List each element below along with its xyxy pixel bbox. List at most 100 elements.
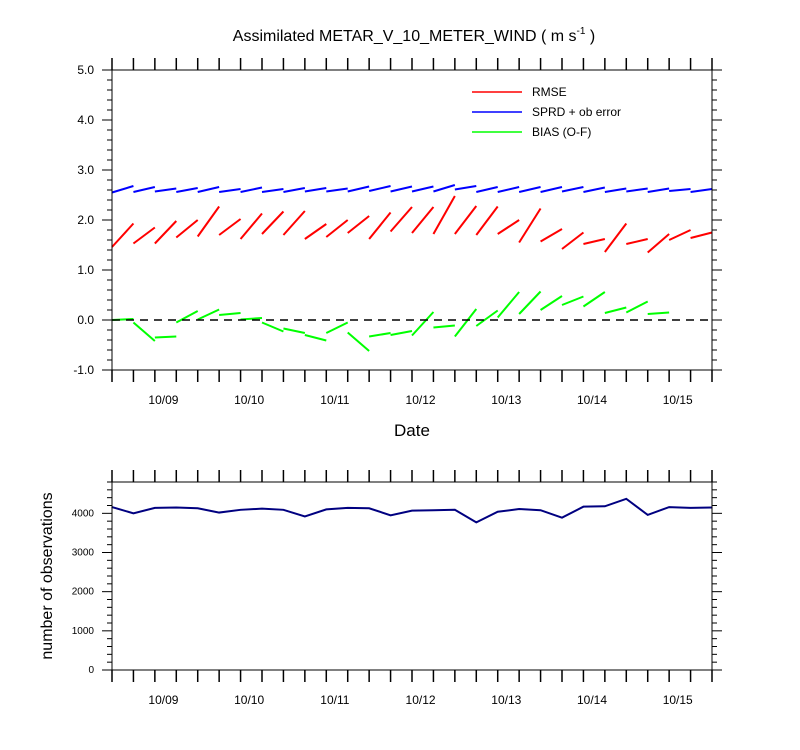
observation-count-point (625, 498, 627, 500)
series-2-segment-8 (283, 327, 306, 334)
series-0-segment-19 (518, 207, 542, 244)
observation-count-point (604, 505, 606, 507)
series-2-segment-5 (219, 312, 241, 316)
x-tick-label: 10/09 (148, 693, 178, 707)
series-0-segment-12 (368, 211, 392, 240)
series-1-segment-21 (561, 186, 584, 193)
series-1-segment-16 (454, 185, 477, 191)
series-0-segment-4 (196, 205, 220, 238)
top-x-tick-labels: 10/09 10/10 10/11 10/12 10/13 10/14 10/15 (148, 393, 693, 407)
x-tick-label: 10/09 (148, 393, 178, 407)
series-1-segment-14 (411, 185, 434, 193)
y-tick-label: 2000 (72, 587, 95, 598)
observation-count-point (582, 506, 585, 508)
series-2-segment-9 (304, 334, 327, 342)
observation-count-line (111, 497, 713, 524)
bottom-x-tick-labels: 10/09 10/10 10/11 10/12 10/13 10/14 10/15 (148, 693, 693, 707)
series-1-segment-22 (583, 186, 606, 193)
series-0-segment-15 (432, 195, 456, 235)
x-tick-label: 10/11 (320, 693, 349, 707)
x-tick-label: 10/13 (491, 393, 521, 407)
series-2-segment-18 (496, 291, 520, 319)
series-2-segment-3 (175, 310, 199, 324)
series-1-segment-23 (604, 187, 627, 193)
x-tick-label: 10/14 (577, 693, 607, 707)
x-tick-label: 10/15 (663, 693, 693, 707)
series-1-segment-27 (690, 188, 713, 193)
series-2-segment-14 (411, 311, 435, 337)
series-0-segment-20 (540, 228, 563, 243)
series-0-segment-5 (218, 218, 242, 236)
series-2-segment-22 (582, 291, 606, 308)
observation-count-point (689, 507, 692, 509)
top-y-tick-labels: -1.0 0.0 1.0 2.0 3.0 4.0 5.0 (73, 63, 94, 377)
series-1-segment-9 (304, 187, 327, 193)
series-0-segment-13 (389, 206, 413, 233)
series-1-segment-26 (669, 188, 691, 192)
series-2-segment-10 (325, 321, 349, 334)
x-tick-label: 10/13 (491, 693, 521, 707)
series-1-segment-24 (626, 187, 648, 193)
y-tick-label: 4000 (72, 508, 95, 519)
series-0-segment-27 (690, 231, 713, 239)
bottom-y-tick-labels: 0 1000 2000 3000 4000 (72, 508, 95, 676)
series-0-segment-11 (347, 215, 370, 234)
series-0-segment-7 (261, 210, 285, 235)
bottom-axis-ticks (102, 470, 722, 682)
legend: RMSE SPRD + ob error BIAS (O-F) (472, 85, 621, 139)
x-tick-label: 10/14 (577, 393, 607, 407)
series-1-segment-7 (261, 188, 284, 193)
series-0-segment-10 (325, 219, 349, 238)
y-tick-label: 5.0 (77, 63, 94, 77)
observation-count-point (347, 507, 349, 509)
x-tick-label: 10/10 (234, 393, 264, 407)
y-axis-label: number of observations (39, 492, 56, 659)
observation-count-point (389, 514, 392, 516)
series-1-segment-17 (476, 186, 498, 193)
series-2-segment-7 (261, 321, 284, 333)
top-axis-ticks (102, 58, 722, 382)
series-2-segment-15 (433, 324, 455, 329)
observation-count-point (154, 507, 156, 509)
series-2-segment-25 (647, 311, 670, 315)
series-0-segment-23 (604, 222, 628, 253)
series-0-segment-6 (239, 212, 263, 240)
x-tick-label: 10/15 (663, 393, 693, 407)
y-tick-label: 0.0 (77, 313, 94, 327)
observation-count-point (518, 508, 520, 510)
series-0-segment-22 (583, 238, 606, 245)
series-1-segment-15 (433, 184, 456, 193)
legend-label-2: BIAS (O-F) (532, 125, 591, 139)
chart-title: Assimilated METAR_V_10_METER_WIND ( m s-… (233, 26, 595, 45)
series-1-segment-19 (518, 186, 541, 193)
x-axis-label: Date (394, 421, 430, 440)
observation-count-point (647, 514, 649, 516)
observation-count-point (282, 509, 285, 511)
series-1-segment-18 (497, 186, 520, 193)
series-0-segment-17 (475, 205, 499, 236)
series-1-segment-2 (154, 187, 177, 193)
series-2-segment-24 (625, 300, 649, 314)
series-1-segment-0 (111, 185, 134, 194)
series-2-segment-21 (561, 295, 584, 306)
observation-count-point (561, 517, 563, 519)
observation-count-point (132, 512, 135, 514)
y-tick-label: 2.0 (77, 213, 94, 227)
series-0-segment-24 (626, 238, 648, 245)
series-2-segment-13 (390, 330, 413, 336)
observation-count-point (218, 511, 220, 514)
series-1-segment-11 (347, 185, 370, 193)
y-tick-label: 3.0 (77, 163, 94, 177)
series-2-segment-4 (197, 308, 220, 321)
y-tick-label: 3000 (72, 548, 95, 559)
observation-count-point (539, 509, 542, 511)
observation-count-point (239, 509, 242, 511)
x-tick-label: 10/10 (234, 693, 264, 707)
top-series-lines (111, 184, 713, 352)
series-1-segment-3 (176, 187, 198, 193)
observation-count-point (475, 521, 477, 523)
y-tick-label: 1.0 (77, 263, 94, 277)
series-2-segment-11 (347, 331, 370, 352)
series-2-segment-12 (368, 332, 391, 338)
series-0-segment-26 (668, 229, 691, 241)
